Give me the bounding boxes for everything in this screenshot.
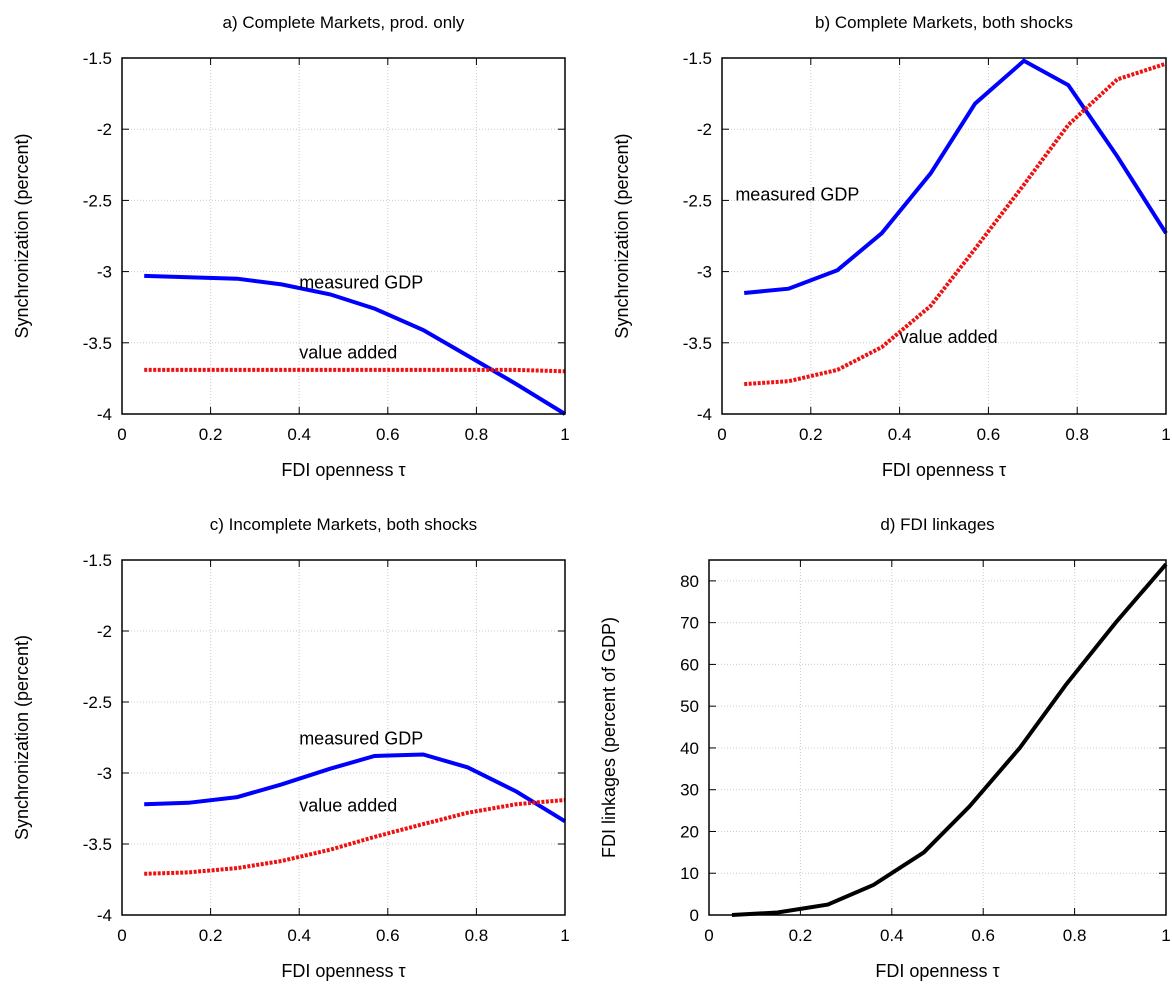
- x-tick-label: 1: [1161, 926, 1170, 945]
- series-line-value-added: [744, 61, 1167, 387]
- chart-title: d) FDI linkages: [880, 515, 994, 534]
- x-tick-label: 0: [717, 425, 726, 444]
- series-annotation: measured GDP: [299, 273, 423, 293]
- x-tick-label: 0.8: [1065, 425, 1089, 444]
- series-annotation: value added: [299, 795, 397, 815]
- x-tick-label: 1: [560, 926, 569, 945]
- plot-frame: [708, 559, 1167, 916]
- chart-panel-2: b) Complete Markets, both shocks 0 0.2 0.4 0…: [612, 13, 1171, 480]
- y-tick-label: -3: [97, 263, 112, 282]
- series-annotation: value added: [299, 342, 397, 362]
- chart-title: a) Complete Markets, prod. only: [223, 13, 465, 32]
- y-axis-label: Synchronization (percent): [12, 133, 32, 338]
- x-tick-label: 0.4: [880, 926, 904, 945]
- y-tick-label: -1.5: [83, 551, 112, 570]
- x-tick-label: 0: [117, 926, 126, 945]
- y-axis-label: FDI linkages (percent of GDP): [599, 617, 619, 858]
- chart-title: c) Incomplete Markets, both shocks: [210, 515, 477, 534]
- x-tick-label: 0.4: [888, 425, 912, 444]
- y-tick-label: 50: [680, 697, 699, 716]
- x-tick-label: 1: [1161, 425, 1170, 444]
- series-line-value-added: [144, 367, 566, 374]
- x-tick-label: 0.2: [199, 425, 223, 444]
- plot-frame: [121, 57, 566, 415]
- y-tick-label: -2: [97, 622, 112, 641]
- y-tick-label: 10: [680, 864, 699, 883]
- x-tick-label: 0: [704, 926, 713, 945]
- x-axis-label: FDI openness τ: [281, 460, 405, 480]
- y-tick-label: 0: [690, 906, 699, 925]
- chart-panel-3: c) Incomplete Markets, both shocks 0 0.2 0.…: [12, 515, 570, 981]
- y-tick-label: -3.5: [683, 334, 712, 353]
- chart-title: b) Complete Markets, both shocks: [815, 13, 1073, 32]
- x-axis-label: FDI openness τ: [281, 961, 405, 981]
- x-tick-label: 0.8: [465, 926, 489, 945]
- y-axis-label: Synchronization (percent): [12, 635, 32, 840]
- x-axis-label: FDI openness τ: [875, 961, 999, 981]
- y-tick-label: 20: [680, 822, 699, 841]
- series-line-measured-gdp: [144, 752, 567, 824]
- y-axis-label: Synchronization (percent): [612, 133, 632, 338]
- x-tick-label: 0.4: [287, 926, 311, 945]
- x-tick-label: 0.8: [465, 425, 489, 444]
- x-tick-label: 0.2: [789, 926, 813, 945]
- y-tick-label: -4: [697, 405, 712, 424]
- y-tick-label: -2.5: [683, 191, 712, 210]
- y-tick-label: 40: [680, 739, 699, 758]
- series-annotation: measured GDP: [735, 184, 859, 204]
- y-tick-label: -2.5: [83, 693, 112, 712]
- x-tick-label: 1: [560, 425, 569, 444]
- y-tick-label: 80: [680, 572, 699, 591]
- chart-panel-1: a) Complete Markets, prod. only 0 0.2 0.4 0.…: [12, 13, 570, 480]
- y-tick-label: -3: [97, 764, 112, 783]
- y-tick-label: -3.5: [83, 334, 112, 353]
- series-line-series-1: [731, 562, 1168, 917]
- y-tick-label: -4: [97, 405, 112, 424]
- y-tick-label: -3: [697, 263, 712, 282]
- plot-frame: [721, 57, 1167, 415]
- x-tick-label: 0.6: [376, 425, 400, 444]
- x-tick-label: 0.6: [977, 425, 1001, 444]
- x-tick-label: 0.4: [287, 425, 311, 444]
- y-tick-label: -2: [697, 120, 712, 139]
- y-tick-label: 60: [680, 655, 699, 674]
- x-tick-label: 0.6: [971, 926, 995, 945]
- y-tick-label: 30: [680, 781, 699, 800]
- x-tick-label: 0.8: [1063, 926, 1087, 945]
- series-line-measured-gdp: [744, 58, 1168, 295]
- x-tick-label: 0.6: [376, 926, 400, 945]
- y-tick-label: -1.5: [83, 49, 112, 68]
- plot-frame: [121, 559, 566, 916]
- y-tick-label: -2.5: [83, 191, 112, 210]
- y-tick-label: -1.5: [683, 49, 712, 68]
- series-line-value-added: [144, 798, 566, 876]
- x-tick-label: 0: [117, 425, 126, 444]
- y-tick-label: 70: [680, 614, 699, 633]
- series-annotation: value added: [900, 327, 998, 347]
- x-axis-label: FDI openness τ: [882, 460, 1006, 480]
- y-tick-label: -4: [97, 906, 112, 925]
- y-tick-label: -2: [97, 120, 112, 139]
- x-tick-label: 0.2: [799, 425, 823, 444]
- series-annotation: measured GDP: [299, 729, 423, 749]
- x-tick-label: 0.2: [199, 926, 223, 945]
- y-tick-label: -3.5: [83, 835, 112, 854]
